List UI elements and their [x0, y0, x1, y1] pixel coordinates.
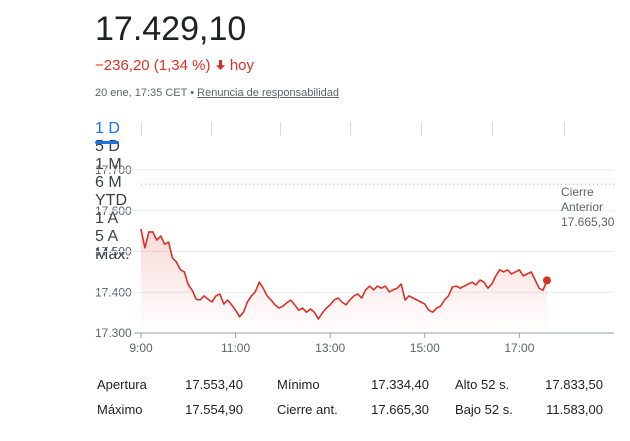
- tab-separator: [563, 122, 565, 136]
- stat-value: 17.334,40: [371, 377, 429, 392]
- timestamp: 20 ene, 17:35 CET: [95, 87, 188, 99]
- reference-value: 17.665,30: [561, 215, 615, 229]
- change: −236,20 (1,34 %): [95, 57, 211, 74]
- change-period: hoy: [229, 57, 255, 74]
- down-arrow: [215, 60, 225, 70]
- stat-label: Máximo: [97, 402, 143, 417]
- stat-label: Cierre ant.: [277, 402, 338, 417]
- range-tab[interactable]: 1 M: [95, 156, 122, 173]
- tab-separator: [279, 122, 281, 136]
- x-tick-label: 13:00: [315, 341, 345, 355]
- price: 17.429,10: [95, 10, 247, 48]
- tab-separator: [349, 122, 351, 136]
- stat-label: Apertura: [97, 377, 147, 392]
- range-tab[interactable]: YTD: [95, 192, 127, 209]
- tab-separator: [421, 122, 422, 136]
- tab-separator: [210, 122, 212, 136]
- range-tab[interactable]: Máx.: [95, 246, 130, 263]
- x-tick-label: 15:00: [410, 341, 440, 355]
- stat-value: 17.833,50: [545, 377, 603, 392]
- price-line: [140, 228, 548, 320]
- stat-value: 17.554,90: [185, 402, 243, 417]
- tab-separator: [141, 122, 142, 136]
- reference-name: Cierre Anterior: [561, 185, 604, 214]
- change-row: −236,20 (1,34 %) hoy: [95, 57, 254, 74]
- range-tab[interactable]: 1 A: [95, 210, 119, 227]
- separator: •: [190, 87, 195, 99]
- selected-underline: [95, 141, 119, 144]
- range-tab[interactable]: 5 A: [95, 228, 119, 245]
- y-tick-label: 17.300: [95, 326, 132, 340]
- reference-label: Cierre Anterior 17.665,30: [561, 185, 621, 230]
- range-tab[interactable]: 6 M: [95, 174, 122, 191]
- x-tick-label: 17:00: [504, 341, 534, 355]
- disclaimer-link[interactable]: Renuncia de responsabilidad: [197, 87, 340, 99]
- stat-label: Bajo 52 s.: [455, 402, 513, 417]
- tab-separator: [492, 122, 493, 136]
- stat-value: 17.553,40: [185, 377, 243, 392]
- range-tab[interactable]: 1 D: [95, 120, 120, 137]
- last-point: [542, 276, 551, 285]
- stat-label: Mínimo: [277, 377, 320, 392]
- stat-label: Alto 52 s.: [455, 377, 510, 392]
- x-tick-label: 9:00: [129, 341, 153, 355]
- stat-value: 17.665,30: [371, 402, 429, 417]
- x-tick-label: 11:00: [221, 341, 250, 355]
- timestamp-row: 20 ene, 17:35 CET • Renuncia de responsa…: [95, 87, 339, 99]
- area-fill: [141, 229, 547, 333]
- stat-value: 11.583,00: [546, 402, 603, 417]
